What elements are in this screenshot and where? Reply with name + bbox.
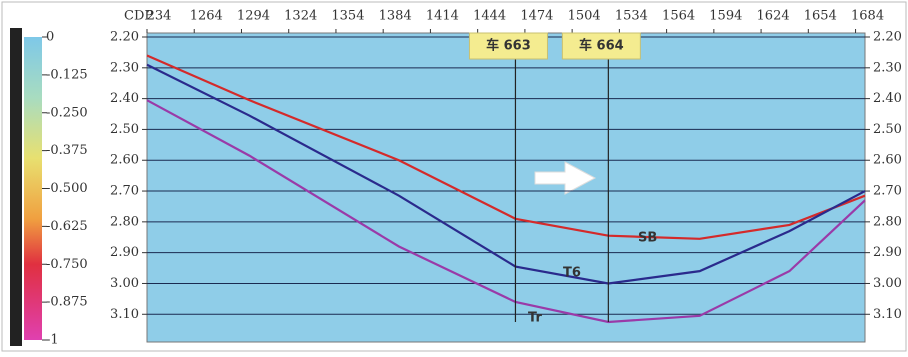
y2-tick-label: 2.20 [873,30,902,45]
colorbar-tick-label: -0.500 [46,181,88,196]
horizon-label: SB [638,231,657,246]
y2-tick-label: 2.80 [873,214,902,229]
colorbar-tick-label: -0.750 [46,257,88,272]
y2-tick-label: 3.10 [873,307,902,322]
horizon-label: Tr [528,311,542,326]
x-tick-label: 1384 [379,9,412,24]
y2-tick-label: 2.90 [873,245,902,260]
well-label: 车 664 [579,38,624,54]
y2-tick-label: 2.40 [873,91,902,106]
y-tick-label: 3.00 [110,276,139,291]
x-tick-label: 1504 [568,9,601,24]
y-tick-label: 2.70 [110,184,139,199]
x-tick-label: 1564 [662,9,695,24]
x-tick-label: 234 [147,9,172,24]
colorbar-tick-label: 0 [46,30,54,45]
y2-tick-label: 2.70 [873,184,902,199]
x-tick-label: 1414 [426,9,459,24]
colorbar-tick-label: -0.875 [46,295,88,310]
chart: CDP 2.202.202.302.302.402.402.502.502.60… [0,0,908,353]
x-tick-label: 1474 [520,9,553,24]
colorbar-tick-label: -0.125 [46,67,88,82]
horizon-label: T6 [563,266,581,281]
y-tick-label: 2.80 [110,214,139,229]
colorbar-tick-label: -0.250 [46,105,88,120]
y-tick-label: 2.90 [110,245,139,260]
colorbar-tick-label: -1 [46,333,59,348]
x-tick-label: 1264 [190,9,223,24]
well-label: 车 663 [486,38,531,54]
y2-tick-label: 2.60 [873,153,902,168]
plot-area [147,33,865,342]
x-tick-label: 1444 [473,9,506,24]
x-tick-label: 1594 [709,9,742,24]
y2-tick-label: 3.00 [873,276,902,291]
y-tick-label: 2.30 [110,60,139,75]
colorbar [24,37,42,340]
x-tick-label: 1294 [237,9,270,24]
y-tick-label: 2.50 [110,122,139,137]
side-bar [10,28,22,346]
x-tick-label: 1624 [757,9,790,24]
x-tick-label: 1534 [615,9,648,24]
x-tick-label: 1684 [851,9,884,24]
page: {"chart_data": { "type": "seismic-sectio… [0,0,908,353]
x-tick-label: 1354 [331,9,364,24]
colorbar-tick-label: -0.375 [46,143,88,158]
y-tick-label: 2.60 [110,153,139,168]
y2-tick-label: 2.50 [873,122,902,137]
x-tick-label: 1654 [804,9,837,24]
x-tick-label: 1324 [284,9,317,24]
y-tick-label: 2.40 [110,91,139,106]
y-tick-label: 2.20 [110,30,139,45]
y-tick-label: 3.10 [110,307,139,322]
colorbar-tick-label: -0.625 [46,219,88,234]
y2-tick-label: 2.30 [873,60,902,75]
